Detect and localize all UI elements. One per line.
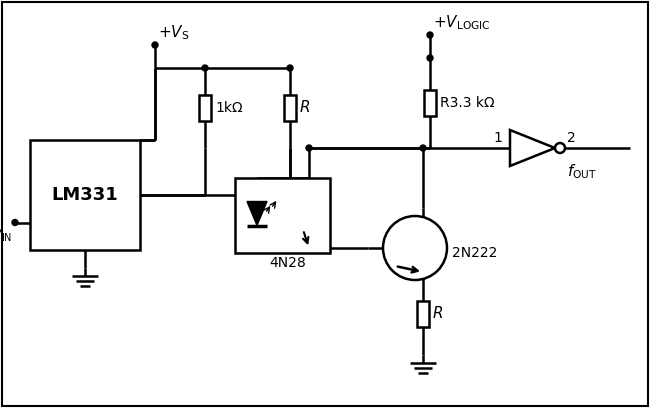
Circle shape [555, 143, 565, 153]
Text: LM331: LM331 [51, 186, 118, 204]
Polygon shape [247, 202, 267, 226]
Text: $f_{\rm OUT}$: $f_{\rm OUT}$ [567, 162, 597, 181]
Bar [30, 140, 140, 250]
Circle shape [427, 32, 433, 38]
Circle shape [202, 65, 208, 71]
Text: $+V_{\rm LOGIC}$: $+V_{\rm LOGIC}$ [433, 13, 491, 32]
Text: 4N28: 4N28 [269, 256, 305, 270]
Text: 1: 1 [493, 131, 502, 145]
Polygon shape [510, 130, 555, 166]
Circle shape [420, 145, 426, 151]
Bar [235, 178, 330, 253]
Bar [417, 301, 429, 326]
Circle shape [383, 216, 447, 280]
Text: $+V_{\rm IN}$: $+V_{\rm IN}$ [0, 228, 12, 244]
Circle shape [306, 145, 312, 151]
Text: 2N222: 2N222 [452, 246, 497, 260]
Circle shape [152, 42, 158, 48]
Circle shape [427, 55, 433, 61]
Text: 2: 2 [567, 131, 576, 145]
Text: R: R [433, 306, 443, 321]
Text: 1kΩ: 1kΩ [215, 101, 242, 115]
Bar [424, 90, 436, 116]
Circle shape [12, 220, 18, 226]
Circle shape [287, 65, 293, 71]
Text: $+V_{\rm S}$: $+V_{\rm S}$ [158, 23, 189, 42]
Text: R3.3 kΩ: R3.3 kΩ [440, 96, 495, 110]
Text: R: R [300, 100, 311, 115]
Bar [284, 95, 296, 121]
Bar [199, 95, 211, 121]
